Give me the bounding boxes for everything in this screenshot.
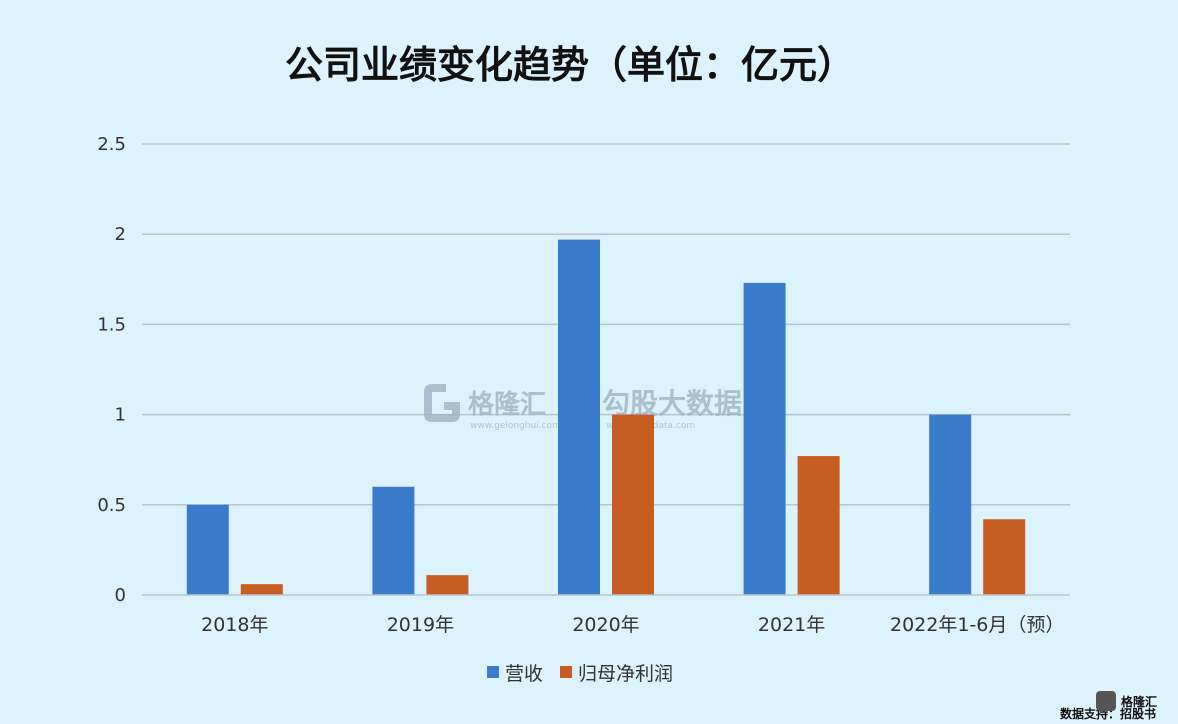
legend-swatch-revenue [487,666,499,678]
corner-logo-icon [1096,691,1116,711]
bar-revenue [186,504,229,595]
y-tick-label: 0.5 [97,495,126,516]
corner-logo-text: 格隆汇 [1121,694,1157,709]
bar-net-profit [240,584,283,595]
footer-source: 数据支持：招股书 [1060,706,1156,721]
bar-revenue [558,239,600,595]
x-axis-categories: 2018年 2019年 2020年 2021年 2022年1-6月（预） [201,614,1064,636]
bar-net-profit [426,575,469,595]
grid-lines [142,143,1070,506]
watermark-logo-url: www.gelonghui.com [470,421,561,431]
bars [186,239,1026,595]
y-axis-ticks: 0 0.5 1 1.5 2 2.5 [97,134,126,606]
y-tick-label: 1.5 [97,314,126,335]
x-category-label: 2022年1-6月（预） [890,614,1064,636]
bar-net-profit [612,414,654,595]
x-category-label: 2019年 [387,614,454,636]
bar-net-profit [983,519,1026,595]
y-tick-label: 2.5 [97,134,126,155]
bar-revenue [372,486,415,595]
chart-title: 公司业绩变化趋势（单位：亿元） [285,43,855,87]
legend: 营收 归母净利润 [487,663,673,685]
legend-label-net-profit: 归母净利润 [578,663,673,685]
bar-net-profit [797,456,840,595]
y-tick-label: 1 [115,405,126,426]
corner-logo: 格隆汇 [1096,691,1157,711]
legend-swatch-net-profit [560,666,572,678]
legend-label-revenue: 营收 [505,663,543,685]
watermark-logo-text: 格隆汇 [468,389,546,420]
x-category-label: 2020年 [572,614,639,636]
watermark-brand-text: 勾股大数据 [602,387,742,420]
y-tick-label: 2 [115,224,126,245]
gelonghui-logo-icon [424,384,460,422]
x-category-label: 2018年 [201,614,268,636]
x-category-label: 2021年 [758,614,825,636]
bar-revenue [743,282,786,595]
y-tick-label: 0 [115,585,126,606]
bar-revenue [929,414,972,595]
